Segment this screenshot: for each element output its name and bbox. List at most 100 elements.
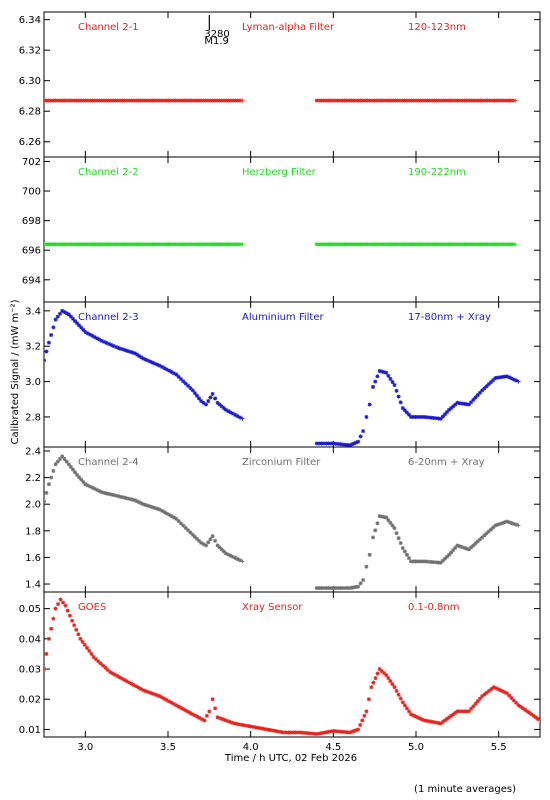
data-point	[74, 98, 79, 103]
data-point	[132, 498, 137, 503]
data-point	[213, 396, 218, 401]
data-point	[194, 536, 199, 541]
x-tick-label: 5.0	[408, 742, 424, 753]
data-point	[219, 242, 224, 247]
data-point	[473, 701, 478, 706]
data-point	[114, 493, 119, 498]
panel-label: Zirconium Filter	[242, 457, 321, 468]
data-point	[464, 242, 469, 247]
data-point	[44, 98, 49, 103]
data-point	[57, 456, 62, 461]
data-point	[110, 671, 115, 676]
data-point	[226, 98, 231, 103]
panel-label: Lyman-alpha Filter	[242, 22, 335, 33]
data-point	[386, 98, 391, 103]
data-point	[210, 391, 215, 396]
data-point	[240, 559, 245, 564]
data-point	[467, 98, 472, 103]
data-point	[330, 98, 335, 103]
data-point	[431, 560, 436, 565]
data-point	[447, 407, 452, 412]
data-point	[356, 584, 361, 589]
data-point	[186, 528, 191, 533]
data-point	[354, 440, 359, 445]
data-point	[191, 242, 196, 247]
data-point	[434, 720, 439, 725]
data-point	[167, 699, 172, 704]
data-point	[343, 586, 348, 591]
data-point	[238, 415, 243, 420]
data-point	[388, 679, 393, 684]
data-point	[212, 98, 217, 103]
data-point	[453, 98, 458, 103]
data-point	[354, 98, 359, 103]
data-point	[328, 98, 333, 103]
data-point	[58, 242, 63, 247]
data-point	[233, 242, 238, 247]
y-tick-label: 1.6	[25, 553, 41, 564]
data-point	[477, 390, 482, 395]
data-point	[358, 242, 363, 247]
data-point	[106, 491, 111, 496]
data-point	[489, 686, 494, 691]
data-point	[95, 487, 100, 492]
data-point	[194, 242, 199, 247]
data-point	[57, 311, 62, 316]
y-tick-label: 694	[22, 275, 41, 286]
data-point	[429, 415, 434, 420]
data-point	[511, 521, 516, 526]
data-point	[441, 242, 446, 247]
data-point	[500, 689, 505, 694]
data-point	[319, 586, 324, 591]
data-point	[406, 556, 411, 561]
data-point	[77, 475, 82, 480]
data-point	[447, 552, 452, 557]
data-point	[44, 499, 46, 504]
data-point	[372, 98, 377, 103]
data-point	[469, 545, 474, 550]
panel-frame	[43, 11, 541, 158]
panel-label: 17-80nm + Xray	[408, 312, 491, 323]
data-point	[349, 442, 354, 447]
data-point	[128, 497, 133, 502]
data-point	[223, 551, 228, 556]
data-point	[246, 723, 251, 728]
data-point	[189, 98, 194, 103]
data-point	[448, 242, 453, 247]
x-tick-label: 4.5	[325, 742, 341, 753]
data-point	[129, 98, 134, 103]
data-point	[480, 388, 485, 393]
data-point	[125, 98, 130, 103]
data-point	[97, 489, 102, 494]
data-point	[135, 499, 139, 504]
data-point	[101, 663, 106, 668]
data-point	[424, 415, 429, 420]
y-tick-label: 6.32	[19, 46, 41, 57]
data-point	[190, 712, 195, 717]
data-point	[120, 98, 125, 103]
data-point	[347, 242, 352, 247]
data-point	[143, 242, 148, 247]
data-point	[178, 242, 183, 247]
data-point	[124, 679, 129, 684]
data-point	[217, 402, 222, 407]
data-point	[417, 414, 422, 419]
data-point	[239, 722, 244, 727]
data-point	[168, 98, 173, 103]
data-point	[85, 331, 90, 336]
data-point	[400, 242, 405, 247]
data-point	[471, 704, 476, 709]
data-point	[69, 98, 74, 103]
data-point	[188, 711, 193, 716]
data-point	[238, 558, 243, 563]
data-point	[183, 381, 188, 386]
data-point	[374, 98, 379, 103]
data-point	[106, 242, 111, 247]
data-point	[449, 550, 454, 555]
data-point	[326, 729, 331, 734]
data-point	[480, 98, 485, 103]
data-point	[476, 98, 481, 103]
data-point	[375, 671, 380, 676]
data-point	[457, 98, 462, 103]
data-point	[415, 559, 420, 564]
